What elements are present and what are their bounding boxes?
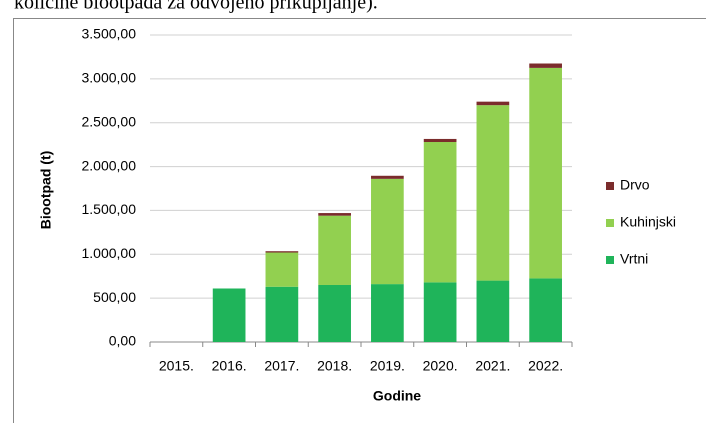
bar-segment <box>265 252 299 287</box>
chart-frame <box>13 18 706 423</box>
legend-label: Vrtni <box>620 251 648 267</box>
y-tick-label: 2.500,00 <box>82 113 137 129</box>
x-tick-label: 2017. <box>264 358 299 374</box>
y-axis-title: Biootpad (t) <box>38 151 54 230</box>
legend-label: Drvo <box>620 177 650 193</box>
bar-segment <box>423 142 457 283</box>
y-tick-label: 1.000,00 <box>82 245 137 261</box>
bar-segment <box>318 284 351 342</box>
bar-segment <box>371 175 404 179</box>
legend-swatch <box>606 219 614 227</box>
y-tick-label: 3.500,00 <box>82 26 137 42</box>
bar-segment <box>318 213 351 216</box>
x-tick-label: 2020. <box>423 358 458 374</box>
y-tick-label: 0,00 <box>109 333 136 349</box>
bar-segment <box>212 288 246 342</box>
legend-swatch <box>606 256 614 264</box>
document-text: količine biootpada za odvojeno prikuplja… <box>14 0 378 14</box>
bar-segment <box>371 178 404 285</box>
x-tick-label: 2019. <box>370 358 405 374</box>
bar-segment <box>423 282 457 342</box>
bar-segment <box>318 215 351 285</box>
bar-segment <box>423 138 457 143</box>
bar-segment <box>476 105 510 281</box>
bar-segment <box>265 251 299 253</box>
x-axis-title: Godine <box>373 388 421 404</box>
bar-segment <box>476 280 510 342</box>
legend-label: Kuhinjski <box>620 214 676 230</box>
bar-segment <box>529 67 562 279</box>
y-tick-label: 2.000,00 <box>82 157 137 173</box>
bar-segment <box>529 278 562 342</box>
legend-swatch <box>606 182 614 190</box>
bar-segment <box>476 101 510 106</box>
y-tick-label: 500,00 <box>93 289 136 305</box>
x-tick-label: 2021. <box>475 358 510 374</box>
bar-segment <box>371 284 404 342</box>
x-tick-label: 2022. <box>528 358 563 374</box>
y-tick-label: 1.500,00 <box>82 201 137 217</box>
bar-segment <box>265 286 299 342</box>
bar-segment <box>529 63 562 68</box>
y-tick-label: 3.000,00 <box>82 70 137 86</box>
x-tick-label: 2016. <box>212 358 247 374</box>
x-tick-label: 2018. <box>317 358 352 374</box>
x-tick-label: 2015. <box>159 358 194 374</box>
